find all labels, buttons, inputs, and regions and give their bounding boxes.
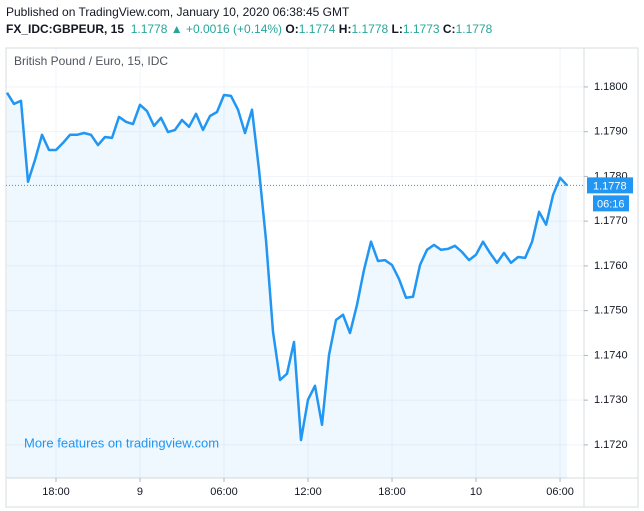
y-tick-label: 1.1720 (594, 439, 628, 451)
high-label: H: (338, 22, 352, 36)
last: 1.1778 (130, 22, 168, 36)
x-tick-label: 18:00 (378, 486, 406, 498)
watermark: More features on tradingview.com (24, 435, 219, 450)
y-tick-label: 1.1800 (594, 81, 628, 93)
price-line (5, 92, 569, 442)
published: Published on TradingView.com, January 10… (6, 5, 350, 19)
close-label: C: (442, 22, 456, 36)
symbol: FX_IDC:GBPEUR, 15 (6, 22, 125, 36)
x-tick-label: 10 (470, 486, 482, 498)
chart-title: British Pound / Euro, 15, IDC (14, 54, 168, 68)
frame (5, 47, 639, 508)
last-price-label: 1.1778 (593, 180, 627, 192)
y-tick-label: 1.1790 (594, 126, 628, 138)
area-fill (6, 92, 568, 478)
y-tick-label: 1.1750 (594, 305, 628, 317)
y-tick-label: 1.1740 (594, 349, 628, 361)
x-tick-label: 12:00 (294, 486, 322, 498)
y-tick-label: 1.1730 (594, 394, 628, 406)
y-tick-label: 1.1760 (594, 260, 628, 272)
symbol-line: FX_IDC:GBPEUR, 15 1.1778 ▲ +0.0016 (+0.1… (6, 21, 492, 38)
grid (6, 48, 584, 478)
open: 1.1774 (298, 22, 336, 36)
high: 1.1778 (351, 22, 389, 36)
x-tick-label: 06:00 (210, 486, 238, 498)
low: 1.1773 (402, 22, 440, 36)
last-time-label: 06:16 (597, 198, 625, 210)
y-tick-label: 1.1770 (594, 215, 628, 227)
low-label: L: (391, 22, 403, 36)
change: +0.0016 (+0.14%) (185, 22, 283, 36)
last-time-box (593, 195, 629, 212)
open-label: O: (285, 22, 299, 36)
arrow: ▲ (170, 22, 183, 36)
x-tick-label: 06:00 (546, 486, 574, 498)
last-price-box (587, 177, 633, 194)
close: 1.1778 (455, 22, 493, 36)
header: Published on TradingView.com, January 10… (6, 4, 492, 38)
x-tick-label: 18:00 (42, 486, 70, 498)
x-tick-label: 9 (137, 486, 143, 498)
